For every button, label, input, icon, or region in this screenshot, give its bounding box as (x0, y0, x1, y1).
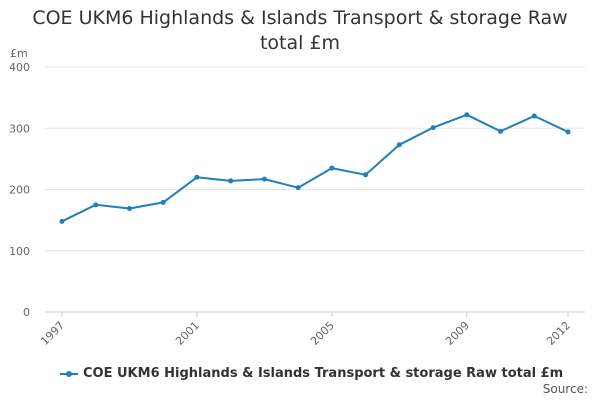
x-tick-label-1997: 1997 (38, 319, 67, 348)
legend-series-swatch (60, 368, 78, 380)
y-tick-label-100: 100 (9, 245, 30, 258)
data-point-2007 (396, 142, 402, 148)
data-point-2001 (194, 174, 200, 180)
y-tick-label-0: 0 (23, 306, 30, 319)
y-tick-label-300: 300 (9, 122, 30, 135)
data-point-2006 (363, 172, 369, 178)
data-point-2002 (228, 178, 234, 184)
series-line-0 (61, 113, 569, 223)
data-point-2009 (464, 112, 470, 118)
chart-title-line-2: total £m (259, 32, 341, 54)
data-point-1999 (126, 205, 132, 211)
data-point-2012 (565, 129, 571, 135)
data-point-2000 (160, 199, 166, 205)
chart-title: COE UKM6 Highlands & Islands Transport &… (0, 6, 600, 56)
data-point-2003 (261, 176, 267, 182)
x-tick-label-2009: 2009 (443, 319, 472, 348)
data-point-2010 (498, 128, 504, 134)
source-label: Source: (542, 382, 588, 396)
legend-series-label: COE UKM6 Highlands & Islands Transport &… (83, 366, 564, 381)
data-point-1998 (93, 202, 99, 208)
chart-title-line-1: COE UKM6 Highlands & Islands Transport &… (32, 7, 568, 29)
data-point-2004 (295, 185, 301, 191)
legend[interactable]: COE UKM6 Highlands & Islands Transport &… (60, 366, 563, 381)
y-tick-label-400: 400 (9, 61, 30, 74)
data-point-1997 (59, 218, 65, 224)
data-point-2011 (531, 113, 537, 119)
x-tick-label-2012: 2012 (544, 319, 573, 348)
y-axis-unit-label: £m (10, 47, 28, 60)
x-tick-label-2001: 2001 (173, 319, 202, 348)
data-point-2008 (430, 125, 436, 131)
x-tick-label-2005: 2005 (308, 319, 337, 348)
y-tick-label-200: 200 (9, 184, 30, 197)
data-point-2005 (329, 165, 335, 171)
